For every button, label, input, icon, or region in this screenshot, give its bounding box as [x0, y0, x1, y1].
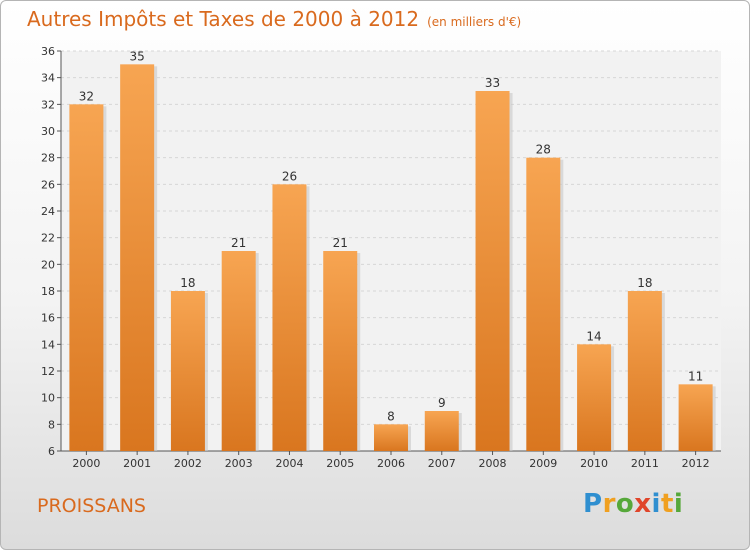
- logo-letter: t: [660, 489, 674, 519]
- x-tick-label: 2006: [377, 457, 405, 470]
- bar: [120, 64, 155, 452]
- logo-letter: i: [651, 489, 661, 519]
- y-tick-label: 36: [41, 45, 55, 58]
- data-label: 21: [231, 236, 246, 250]
- data-label: 33: [485, 76, 500, 90]
- bar: [272, 184, 307, 452]
- bar: [526, 157, 561, 451]
- x-tick-label: 2000: [72, 457, 100, 470]
- x-tick-label: 2008: [479, 457, 507, 470]
- data-label: 18: [180, 276, 195, 290]
- chart-title: Autres Impôts et Taxes de 2000 à 2012 (en…: [27, 7, 521, 31]
- x-tick-label: 2002: [174, 457, 202, 470]
- bar: [374, 424, 408, 451]
- x-tick-label: 2004: [275, 457, 303, 470]
- chart-unit: (en milliers d'€): [427, 15, 522, 29]
- y-tick-label: 6: [48, 445, 55, 458]
- y-tick-label: 28: [41, 152, 55, 165]
- proxiti-logo: Proxiti: [583, 489, 683, 519]
- logo-letter: P: [583, 489, 603, 519]
- plot-area: [61, 51, 721, 451]
- y-tick-label: 14: [41, 338, 55, 351]
- y-tick-label: 16: [41, 312, 55, 325]
- bar: [323, 251, 358, 451]
- y-tick-label: 30: [41, 125, 55, 138]
- logo-letter: i: [673, 489, 684, 519]
- data-label: 32: [79, 89, 94, 103]
- data-label: 8: [387, 409, 395, 423]
- data-label: 11: [688, 369, 703, 383]
- data-label: 18: [637, 276, 652, 290]
- chart-title-text: Autres Impôts et Taxes de 2000 à 2012: [27, 7, 420, 31]
- data-label: 14: [586, 329, 601, 343]
- x-tick-label: 2009: [529, 457, 557, 470]
- y-tick-label: 20: [41, 258, 55, 271]
- data-label: 35: [130, 49, 145, 63]
- logo-letter: o: [615, 489, 635, 519]
- y-tick-label: 34: [41, 72, 55, 85]
- y-tick-label: 24: [41, 205, 55, 218]
- x-tick-label: 2001: [123, 457, 151, 470]
- y-tick-label: 22: [41, 232, 55, 245]
- data-label: 28: [536, 143, 551, 157]
- bar: [475, 91, 510, 451]
- x-tick-label: 2003: [225, 457, 253, 470]
- logo-letter: r: [602, 489, 616, 519]
- y-tick-label: 18: [41, 285, 55, 298]
- y-tick-label: 10: [41, 392, 55, 405]
- y-tick-label: 12: [41, 365, 55, 378]
- bar: [424, 411, 459, 451]
- bar: [627, 291, 662, 451]
- x-tick-label: 2011: [631, 457, 659, 470]
- bar: [678, 384, 713, 451]
- bar: [577, 344, 612, 451]
- x-tick-label: 2010: [580, 457, 608, 470]
- data-label: 9: [438, 396, 446, 410]
- bar: [69, 104, 104, 451]
- y-tick-label: 32: [41, 98, 55, 111]
- data-label: 21: [333, 236, 348, 250]
- x-tick-label: 2007: [428, 457, 456, 470]
- y-tick-label: 26: [41, 178, 55, 191]
- bar: [221, 251, 256, 451]
- x-tick-label: 2012: [682, 457, 710, 470]
- bar: [170, 291, 205, 451]
- x-tick-label: 2005: [326, 457, 354, 470]
- data-label: 26: [282, 169, 297, 183]
- logo-letter: x: [634, 489, 652, 519]
- commune-name: PROISSANS: [37, 495, 146, 517]
- y-tick-label: 8: [48, 418, 55, 431]
